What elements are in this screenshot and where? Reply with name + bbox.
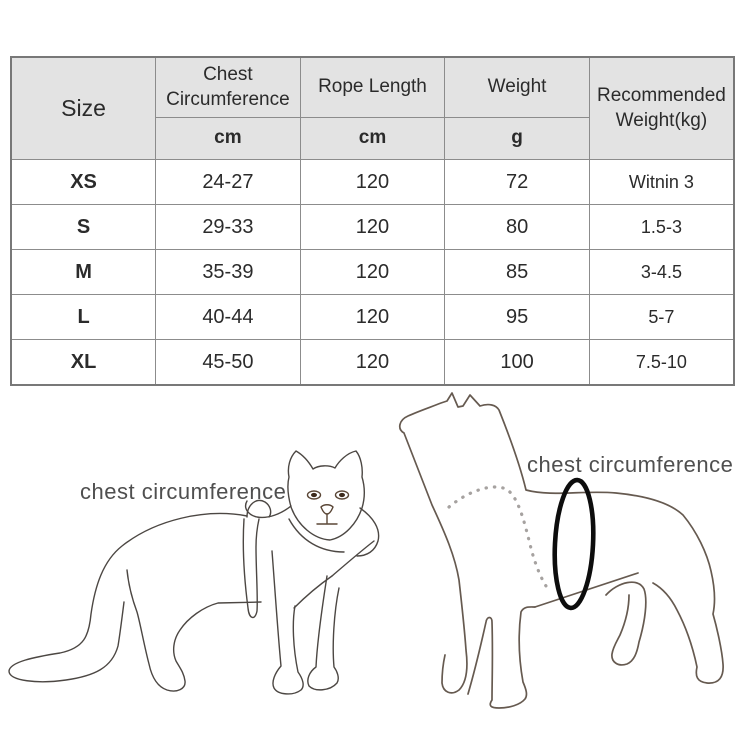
unit-weight-g: g: [444, 117, 590, 160]
dog-illustration: [398, 392, 724, 709]
cat-right-ruff-line: [356, 507, 380, 557]
header-chest-circumference: Chest Circumference: [155, 56, 301, 118]
dog-body-outline: [398, 392, 724, 694]
header-recommended-weight: Recommended Weight(kg): [588, 56, 735, 160]
table-cell-weight: 72: [444, 159, 590, 205]
header-weight: Weight: [444, 56, 590, 118]
cat-shoulder-diagonal-line: [331, 540, 375, 577]
table-row: S 29-33 120 80 1.5-3: [10, 204, 735, 250]
cat-left-ruff-line: [244, 500, 292, 519]
cat-chin-chest-line: [288, 518, 345, 553]
table-cell-recommended: 5-7: [588, 294, 735, 340]
unit-rope-cm: cm: [299, 117, 446, 160]
unit-chest-cm: cm: [155, 117, 301, 160]
cat-near-front-leg-line: [271, 550, 304, 695]
table-cell-size: L: [10, 294, 157, 340]
table-cell-chest: 45-50: [155, 339, 301, 386]
cat-left-eye-icon: [306, 490, 322, 500]
table-cell-rope: 120: [299, 159, 446, 205]
cat-back-tail-line: [8, 512, 248, 683]
cat-nose-icon: [320, 504, 334, 515]
dog-near-hind-leg-line: [605, 581, 647, 666]
cat-chest-circumference-label: chest circumference: [80, 479, 287, 504]
table-row: XS 24-27 120 72 Witnin 3: [10, 159, 735, 205]
table-cell-size: M: [10, 249, 157, 295]
cat-hind-leg-line: [126, 569, 262, 692]
cat-right-eye-icon: [334, 490, 350, 500]
size-table: Size Chest Circumference Rope Length Wei…: [10, 56, 735, 386]
dog-front-legs-line: [467, 606, 536, 709]
table-cell-weight: 95: [444, 294, 590, 340]
table-cell-recommended: 3-4.5: [588, 249, 735, 295]
cat-right-front-leg-line: [307, 575, 340, 691]
size-table-body: XS 24-27 120 72 Witnin 3 S 29-33 120 80 1.5-3 M 35-…: [10, 159, 735, 386]
cat-thigh-line: [293, 575, 333, 609]
header-row-labels: Size Chest Circumference Rope Length Wei…: [10, 56, 735, 160]
dog-chest-marker-ellipse: [552, 477, 596, 611]
table-cell-size: XL: [10, 339, 157, 386]
cat-head-outline: [287, 450, 365, 541]
table-cell-chest: 40-44: [155, 294, 301, 340]
cat-right-pupil-icon: [339, 492, 345, 498]
cat-illustration: [8, 450, 380, 695]
table-cell-chest: 29-33: [155, 204, 301, 250]
dog-girth-dotted-line: [447, 485, 548, 588]
table-cell-chest: 24-27: [155, 159, 301, 205]
cat-shoulder-line: [246, 499, 272, 518]
table-cell-recommended: 7.5-10: [588, 339, 735, 386]
size-table-header: Size Chest Circumference Rope Length Wei…: [10, 56, 735, 160]
table-cell-chest: 35-39: [155, 249, 301, 295]
table-row: L 40-44 120 95 5-7: [10, 294, 735, 340]
table-cell-size: S: [10, 204, 157, 250]
table-cell-rope: 120: [299, 249, 446, 295]
table-cell-recommended: Witnin 3: [588, 159, 735, 205]
table-row: XL 45-50 120 100 7.5-10: [10, 339, 735, 386]
header-rope-length: Rope Length: [299, 56, 446, 118]
table-cell-rope: 120: [299, 339, 446, 386]
cat-left-pupil-icon: [311, 492, 317, 498]
cat-far-front-leg-line: [242, 518, 260, 619]
table-cell-size: XS: [10, 159, 157, 205]
table-cell-weight: 80: [444, 204, 590, 250]
dog-chest-circumference-label: chest circumference: [527, 452, 734, 477]
table-cell-weight: 100: [444, 339, 590, 386]
table-cell-rope: 120: [299, 294, 446, 340]
header-row-units: cm cm g: [11, 117, 734, 160]
